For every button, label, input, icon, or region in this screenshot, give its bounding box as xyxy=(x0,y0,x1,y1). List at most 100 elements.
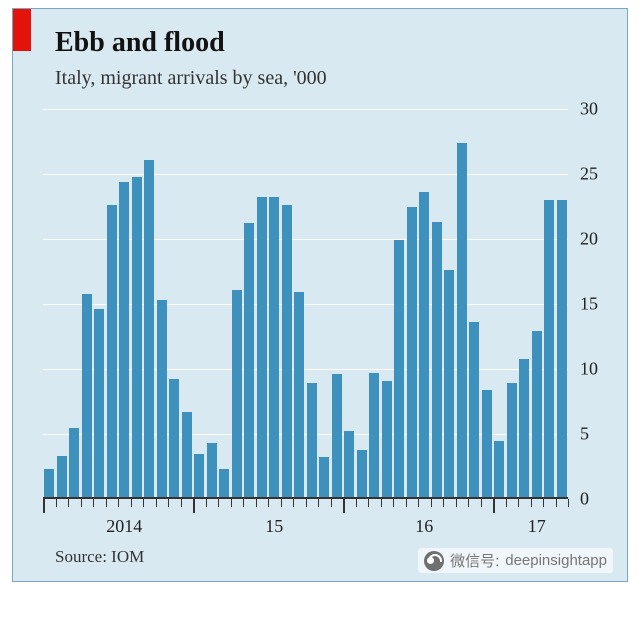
bar xyxy=(294,292,304,499)
bar xyxy=(244,223,254,499)
wechat-icon xyxy=(424,551,444,571)
bar xyxy=(532,331,542,499)
watermark-id: deepinsightapp xyxy=(505,552,607,569)
bar xyxy=(57,456,67,499)
x-tick-minor xyxy=(356,499,357,507)
x-tick-minor xyxy=(131,499,132,507)
x-tick-minor xyxy=(181,499,182,507)
x-tick-major xyxy=(493,499,495,513)
x-tick-minor xyxy=(506,499,507,507)
y-tick-label: 25 xyxy=(580,164,598,185)
bar xyxy=(169,379,179,499)
bar xyxy=(519,359,529,499)
bar xyxy=(207,443,217,499)
x-tick-minor xyxy=(268,499,269,507)
bar xyxy=(282,205,292,499)
bar xyxy=(119,182,129,499)
x-tick-label: 17 xyxy=(528,516,546,537)
x-tick-major xyxy=(43,499,45,513)
bar xyxy=(257,197,267,499)
bar xyxy=(482,390,492,499)
x-tick-major xyxy=(343,499,345,513)
x-tick-label: 2014 xyxy=(106,516,142,537)
y-tick-label: 15 xyxy=(580,294,598,315)
x-tick-minor xyxy=(281,499,282,507)
bar xyxy=(307,383,317,499)
x-tick-minor xyxy=(93,499,94,507)
x-tick-minor xyxy=(293,499,294,507)
bar xyxy=(419,192,429,499)
bar xyxy=(544,200,554,499)
x-tick-minor xyxy=(468,499,469,507)
bar xyxy=(444,270,454,499)
accent-tab xyxy=(13,9,31,51)
x-tick-minor xyxy=(81,499,82,507)
x-tick-minor xyxy=(168,499,169,507)
x-tick-minor xyxy=(393,499,394,507)
x-tick-minor xyxy=(406,499,407,507)
bar xyxy=(332,374,342,499)
x-tick-minor xyxy=(331,499,332,507)
bar xyxy=(457,143,467,499)
x-tick-major xyxy=(193,499,195,513)
chart-panel: Ebb and flood Italy, migrant arrivals by… xyxy=(12,8,628,582)
bar xyxy=(69,428,79,500)
x-tick-minor xyxy=(243,499,244,507)
x-tick-minor xyxy=(443,499,444,507)
x-tick-minor xyxy=(306,499,307,507)
bar xyxy=(132,177,142,499)
x-tick-minor xyxy=(381,499,382,507)
bar xyxy=(432,222,442,499)
x-tick-minor xyxy=(518,499,519,507)
x-tick-minor xyxy=(543,499,544,507)
y-tick-label: 5 xyxy=(580,424,589,445)
bar xyxy=(357,450,367,499)
bar xyxy=(394,240,404,499)
bar xyxy=(269,197,279,499)
bar xyxy=(369,373,379,499)
bar xyxy=(44,469,54,499)
bar xyxy=(494,441,504,500)
x-tick-minor xyxy=(418,499,419,507)
y-tick-label: 20 xyxy=(580,229,598,250)
chart-subtitle: Italy, migrant arrivals by sea, '000 xyxy=(55,67,327,90)
bar xyxy=(194,454,204,500)
bar xyxy=(232,290,242,499)
bar xyxy=(319,457,329,499)
watermark: 微信号: deepinsightapp xyxy=(418,548,613,573)
x-tick-minor xyxy=(481,499,482,507)
bar xyxy=(94,309,104,499)
x-tick-label: 16 xyxy=(415,516,433,537)
x-tick-minor xyxy=(68,499,69,507)
x-tick-minor xyxy=(568,499,569,507)
source-label: Source: IOM xyxy=(55,547,144,567)
bar xyxy=(382,381,392,499)
x-tick-label: 15 xyxy=(265,516,283,537)
x-tick-minor xyxy=(56,499,57,507)
x-tick-minor xyxy=(456,499,457,507)
bar-series xyxy=(43,109,568,499)
bar xyxy=(107,205,117,499)
x-tick-minor xyxy=(118,499,119,507)
plot-area: 2014151617 051015202530 xyxy=(43,109,568,499)
bar xyxy=(407,207,417,500)
bar xyxy=(144,160,154,499)
bar xyxy=(557,200,567,499)
x-tick-minor xyxy=(531,499,532,507)
bar xyxy=(182,412,192,499)
x-tick-minor xyxy=(231,499,232,507)
bar xyxy=(219,469,229,499)
x-tick-minor xyxy=(218,499,219,507)
y-tick-label: 0 xyxy=(580,489,589,510)
y-tick-label: 30 xyxy=(580,99,598,120)
x-tick-minor xyxy=(431,499,432,507)
x-tick-minor xyxy=(368,499,369,507)
x-tick-minor xyxy=(143,499,144,507)
bar xyxy=(82,294,92,499)
x-tick-minor xyxy=(556,499,557,507)
bar xyxy=(507,383,517,499)
x-tick-minor xyxy=(106,499,107,507)
x-tick-minor xyxy=(156,499,157,507)
x-tick-minor xyxy=(256,499,257,507)
bar xyxy=(344,431,354,499)
